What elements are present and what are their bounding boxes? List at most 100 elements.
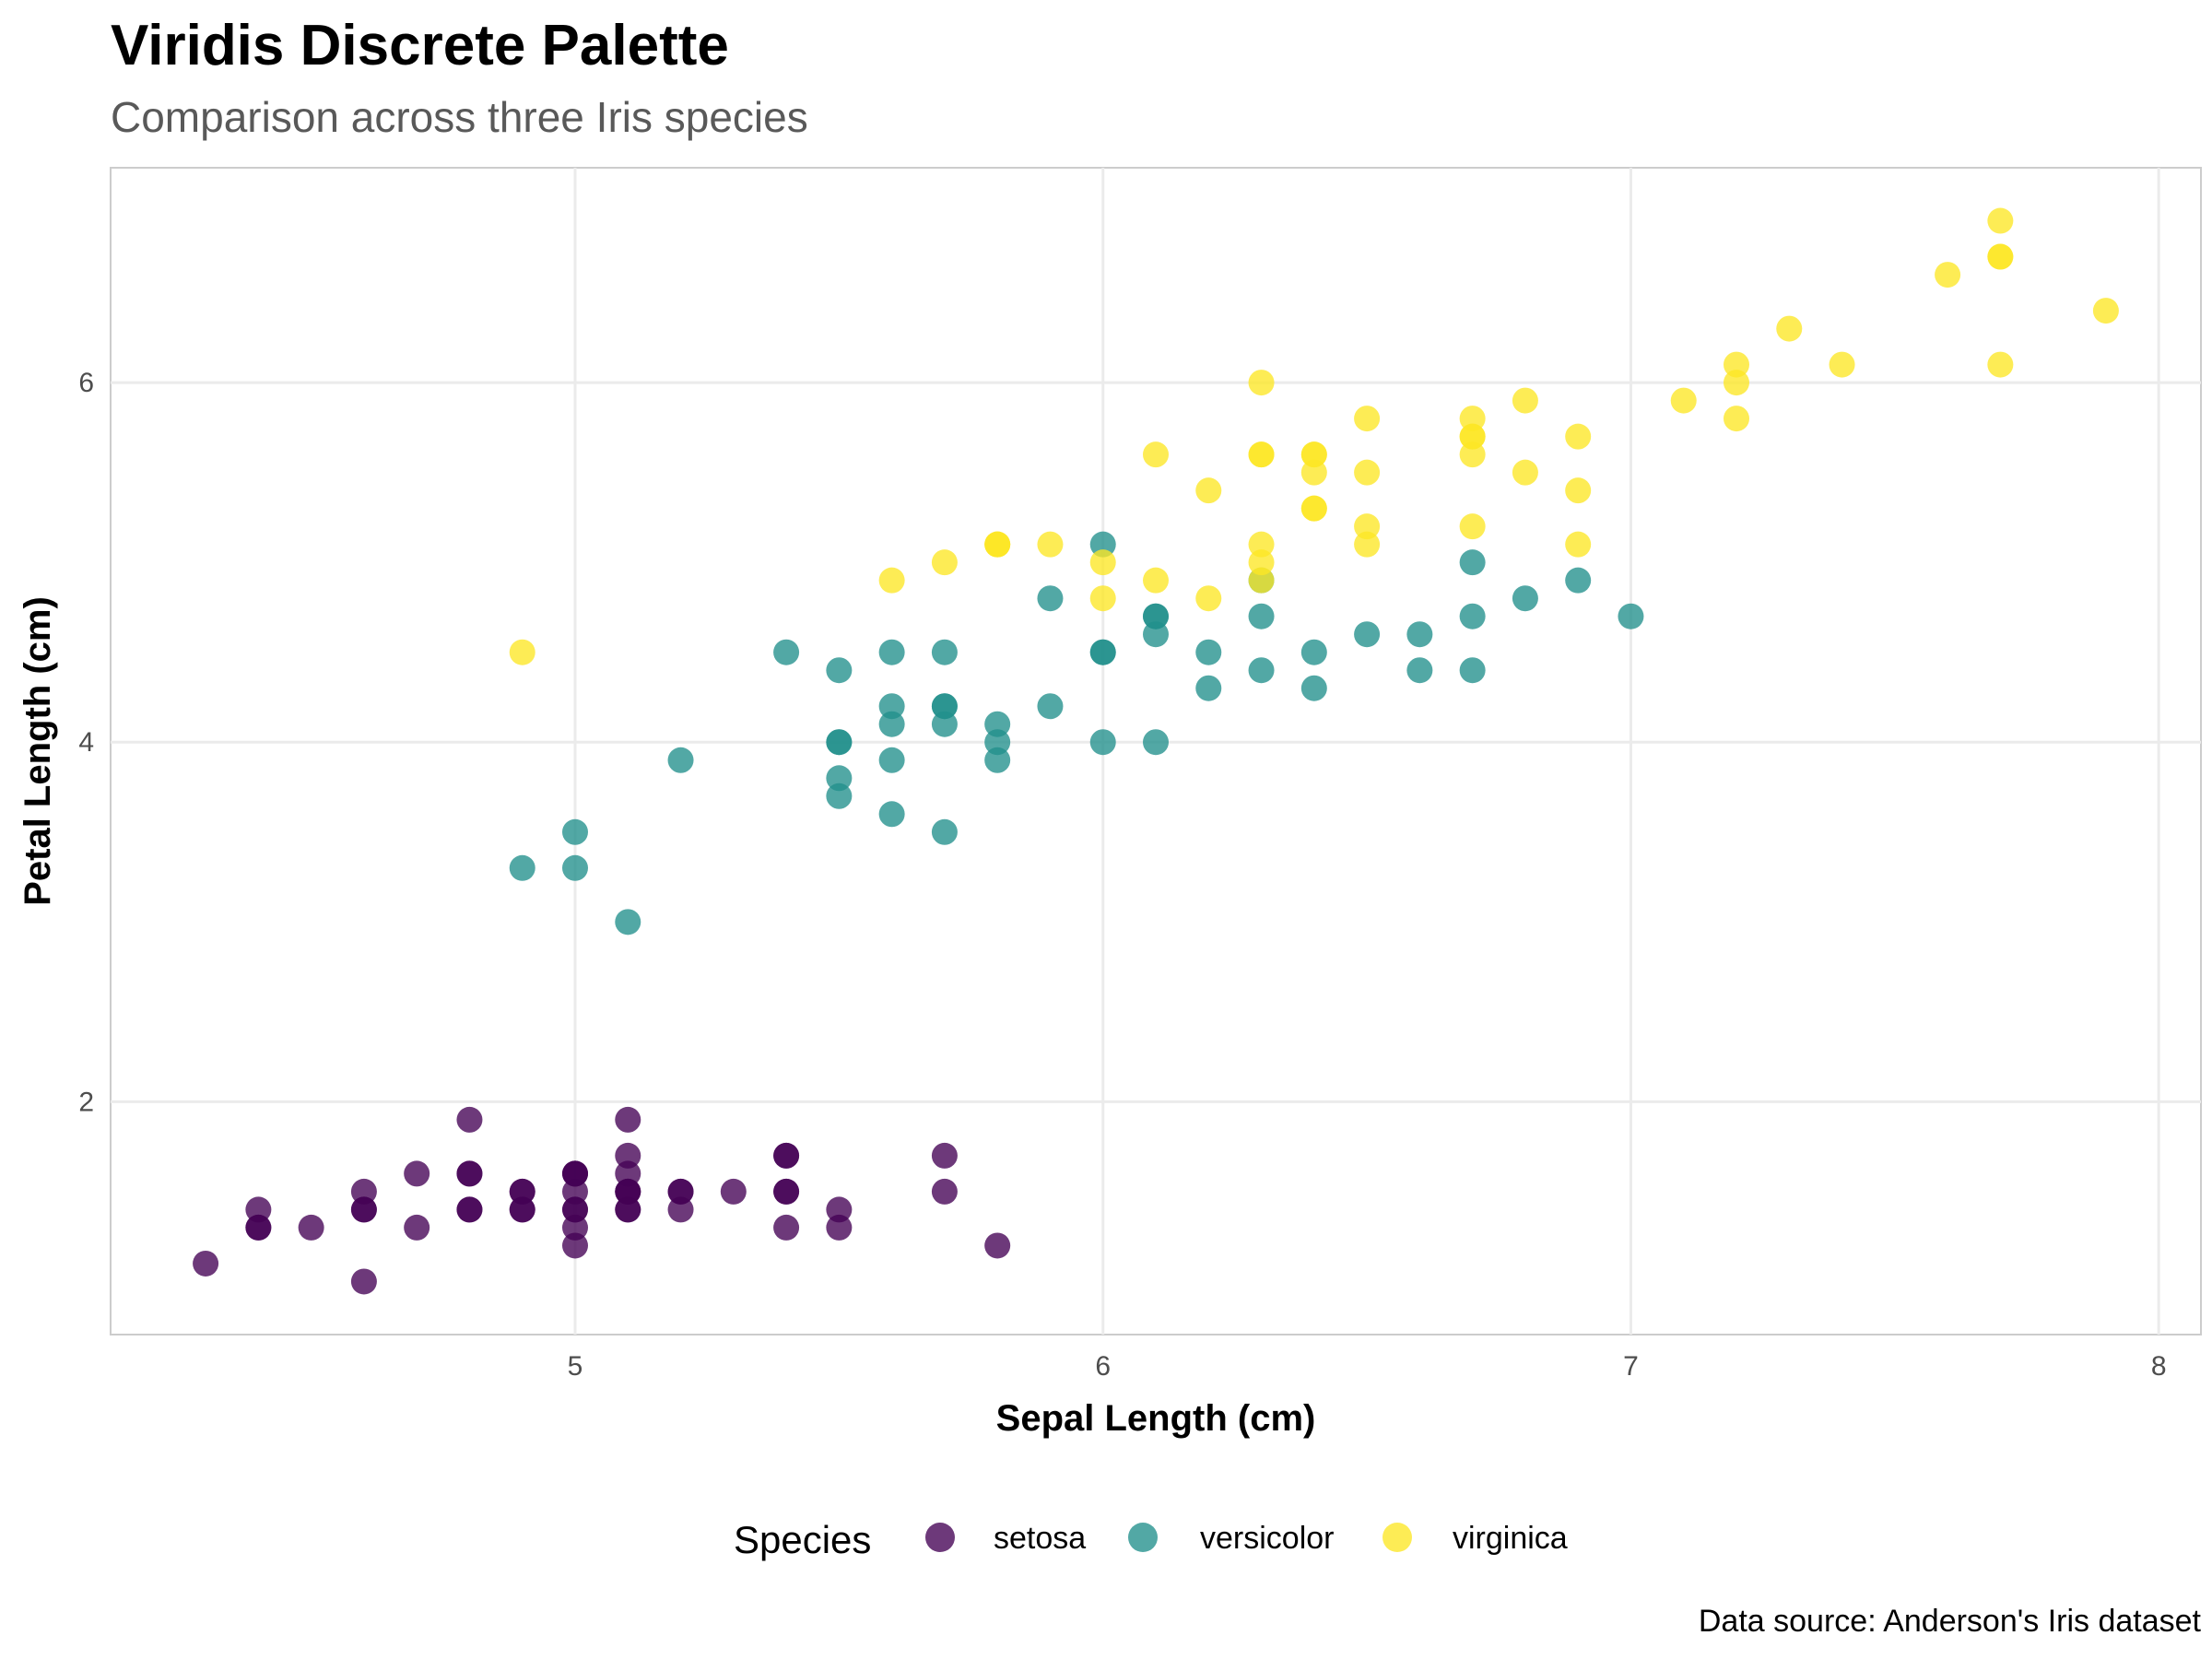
data-point-versicolor (878, 693, 905, 720)
data-point-versicolor (931, 818, 958, 845)
data-point-versicolor (1300, 675, 1327, 701)
data-point-versicolor (1406, 657, 1433, 684)
data-point-setosa (509, 1178, 535, 1205)
data-point-virginica (1935, 262, 1961, 288)
data-point-versicolor (1459, 657, 1486, 684)
chart-title: Viridis Discrete Palette (111, 14, 729, 77)
data-point-virginica (1195, 585, 1222, 612)
data-point-versicolor (1406, 621, 1433, 648)
data-point-setosa (615, 1196, 641, 1223)
data-point-versicolor (984, 747, 1011, 773)
data-point-setosa (562, 1196, 588, 1223)
data-point-versicolor (931, 711, 958, 737)
data-point-setosa (509, 1196, 535, 1223)
data-point-versicolor (1248, 657, 1275, 684)
data-point-virginica (1248, 567, 1275, 594)
data-point-virginica (1037, 531, 1064, 558)
data-point-virginica (931, 549, 958, 576)
data-point-virginica (1565, 531, 1592, 558)
chart-subtitle: Comparison across three Iris species (111, 93, 808, 141)
data-point-setosa (456, 1106, 483, 1133)
data-point-virginica (1248, 441, 1275, 468)
data-point-versicolor (1512, 585, 1538, 612)
gridlines (111, 168, 2201, 1335)
data-point-versicolor (826, 729, 853, 756)
data-point-versicolor (826, 765, 853, 792)
data-point-virginica (1143, 441, 1169, 468)
data-point-setosa (298, 1214, 324, 1241)
legend-key-versicolor (1128, 1523, 1158, 1552)
data-point-virginica (1512, 459, 1538, 486)
data-point-virginica (1987, 207, 2014, 234)
data-point-setosa (456, 1196, 483, 1223)
data-point-virginica (2092, 298, 2119, 324)
data-point-virginica (509, 639, 535, 665)
data-point-virginica (1829, 351, 1855, 378)
data-point-setosa (245, 1196, 272, 1223)
y-tick-label: 4 (78, 727, 94, 758)
data-point-versicolor (773, 639, 800, 665)
data-point-virginica (1776, 315, 1803, 342)
data-point-virginica (1565, 477, 1592, 504)
legend-key-setosa (925, 1523, 955, 1552)
data-point-virginica (1089, 549, 1116, 576)
data-point-virginica (984, 531, 1011, 558)
data-point-setosa (984, 1232, 1011, 1259)
x-tick-label: 5 (568, 1351, 583, 1382)
data-point-setosa (245, 1214, 272, 1241)
data-point-setosa (667, 1196, 694, 1223)
data-point-virginica (1248, 370, 1275, 396)
legend-key-virginica (1382, 1523, 1412, 1552)
chart-caption: Data source: Anderson's Iris dataset (1698, 1604, 2201, 1639)
data-point-setosa (456, 1160, 483, 1187)
data-point-virginica (1354, 406, 1381, 432)
data-point-virginica (1724, 351, 1749, 378)
data-point-versicolor (826, 657, 853, 684)
data-point-virginica (1143, 567, 1169, 594)
data-point-versicolor (878, 711, 905, 737)
data-point-versicolor (1037, 693, 1064, 720)
data-point-setosa (773, 1214, 800, 1241)
data-point-setosa (615, 1160, 641, 1187)
data-points (193, 207, 2119, 1295)
data-point-virginica (1670, 387, 1697, 414)
data-point-virginica (1987, 351, 2014, 378)
data-point-setosa (350, 1178, 377, 1205)
x-tick-label: 8 (2151, 1351, 2167, 1382)
data-point-virginica (1354, 531, 1381, 558)
data-point-versicolor (931, 693, 958, 720)
data-point-virginica (1300, 441, 1327, 468)
data-point-versicolor (562, 854, 588, 881)
data-point-versicolor (1565, 567, 1592, 594)
data-point-virginica (1724, 370, 1749, 396)
data-point-versicolor (984, 711, 1011, 737)
data-point-virginica (1459, 423, 1486, 450)
data-point-setosa (826, 1196, 853, 1223)
data-point-setosa (562, 1178, 588, 1205)
data-point-versicolor (1248, 603, 1275, 629)
data-point-setosa (615, 1142, 641, 1169)
y-tick-label: 6 (78, 368, 94, 398)
data-point-virginica (1459, 441, 1486, 468)
data-point-setosa (615, 1106, 641, 1133)
data-point-versicolor (1143, 603, 1169, 629)
data-point-virginica (1459, 406, 1486, 432)
data-point-virginica (1724, 406, 1749, 432)
data-point-versicolor (667, 747, 694, 773)
data-point-versicolor (826, 782, 853, 809)
data-point-virginica (1565, 423, 1592, 450)
data-point-versicolor (1459, 603, 1486, 629)
y-tick-label: 2 (78, 1087, 94, 1117)
data-point-versicolor (615, 909, 641, 935)
data-point-versicolor (1089, 639, 1116, 665)
data-point-versicolor (1089, 729, 1116, 756)
data-point-setosa (404, 1214, 430, 1241)
data-point-versicolor (878, 801, 905, 828)
data-point-versicolor (1089, 531, 1116, 558)
data-point-versicolor (878, 639, 905, 665)
data-point-setosa (720, 1178, 747, 1205)
data-point-versicolor (878, 747, 905, 773)
legend-title: Species (734, 1518, 871, 1561)
data-point-versicolor (1300, 639, 1327, 665)
data-point-virginica (878, 567, 905, 594)
